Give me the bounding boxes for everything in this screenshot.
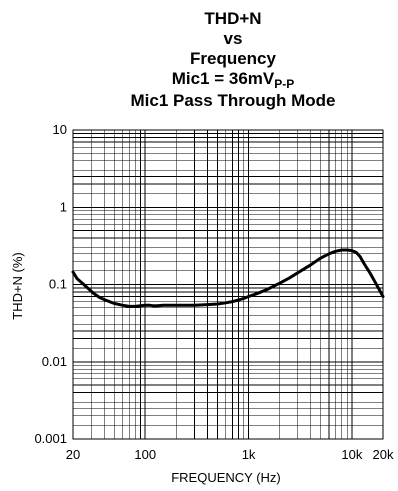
y-tick-label: 0.001	[34, 431, 67, 446]
chart-title-mode-line: Mic1 Pass Through Mode	[131, 91, 336, 110]
x-tick-label: 1k	[242, 447, 256, 462]
y-tick-label: 0.1	[49, 277, 67, 292]
chart-title-line-3: Frequency	[190, 49, 277, 68]
x-tick-label: 20	[66, 447, 80, 462]
chart-title-mic-line: Mic1 = 36mVP-P	[172, 69, 295, 91]
y-tick-label: 1	[60, 199, 67, 214]
series-line-0	[71, 248, 385, 308]
x-tick-label: 100	[134, 447, 156, 462]
chart-title-mic-prefix: Mic1 = 36mV	[172, 69, 275, 88]
chart-grid	[73, 130, 383, 439]
chart-title: THD+N vs Frequency Mic1 = 36mVP-P Mic1 P…	[131, 9, 336, 110]
x-axis-label: FREQUENCY (Hz)	[171, 470, 281, 485]
y-axis-ticks: 10 1 0.1 0.01 0.001	[34, 122, 67, 446]
chart-title-mic-subscript: P-P	[274, 77, 294, 91]
x-tick-label: 20k	[373, 447, 394, 462]
chart-title-line-1: THD+N	[204, 9, 261, 28]
y-axis-label: THD+N (%)	[10, 252, 25, 320]
y-tick-label: 0.01	[42, 354, 67, 369]
series-layer	[71, 248, 385, 308]
y-tick-label: 10	[53, 122, 67, 137]
x-tick-label: 10k	[341, 447, 362, 462]
x-axis-ticks: 20 100 1k 10k 20k	[66, 447, 394, 462]
plot-frame	[72, 129, 384, 440]
chart-title-line-2: vs	[224, 29, 243, 48]
